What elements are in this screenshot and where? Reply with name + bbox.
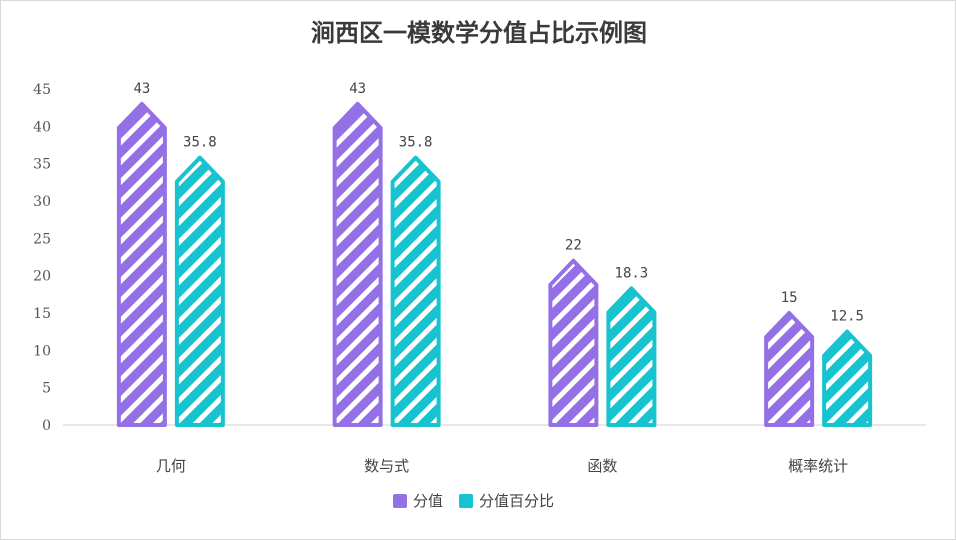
y-tick-label: 25 <box>33 231 51 247</box>
legend-swatch <box>393 494 407 508</box>
y-tick-label: 10 <box>33 343 51 359</box>
x-category-label: 函数 <box>587 457 617 475</box>
bar-分值 <box>764 311 815 427</box>
bar-分值百分比 <box>174 155 225 427</box>
legend-label: 分值百分比 <box>479 492 554 510</box>
x-category-label: 几何 <box>156 457 186 475</box>
bar-分值百分比 <box>606 286 657 427</box>
data-label: 35.8 <box>183 135 217 151</box>
data-label: 22 <box>565 238 582 254</box>
bar-分值 <box>548 258 599 427</box>
legend-label: 分值 <box>413 492 443 510</box>
data-label: 15 <box>781 290 798 306</box>
data-label: 12.5 <box>830 309 864 325</box>
x-category-label: 数与式 <box>364 457 409 475</box>
y-tick-label: 30 <box>33 194 51 210</box>
y-tick-label: 40 <box>33 119 51 135</box>
bar-分值百分比 <box>822 329 873 427</box>
y-tick-label: 5 <box>42 381 51 397</box>
legend-swatch <box>459 494 473 508</box>
bar-分值百分比 <box>390 155 441 427</box>
y-tick-label: 35 <box>33 157 51 173</box>
data-label: 43 <box>349 81 366 97</box>
data-label: 35.8 <box>399 135 433 151</box>
x-category-label: 概率统计 <box>788 457 848 475</box>
chart-title: 涧西区一模数学分值占比示例图 <box>311 18 647 47</box>
y-tick-label: 0 <box>42 418 51 434</box>
bar-分值 <box>116 101 167 427</box>
y-tick-label: 20 <box>33 269 51 285</box>
data-label: 43 <box>133 81 150 97</box>
bar-分值 <box>332 101 383 427</box>
y-tick-label: 15 <box>33 306 51 322</box>
y-tick-label: 45 <box>33 82 51 98</box>
data-label: 18.3 <box>615 265 649 281</box>
